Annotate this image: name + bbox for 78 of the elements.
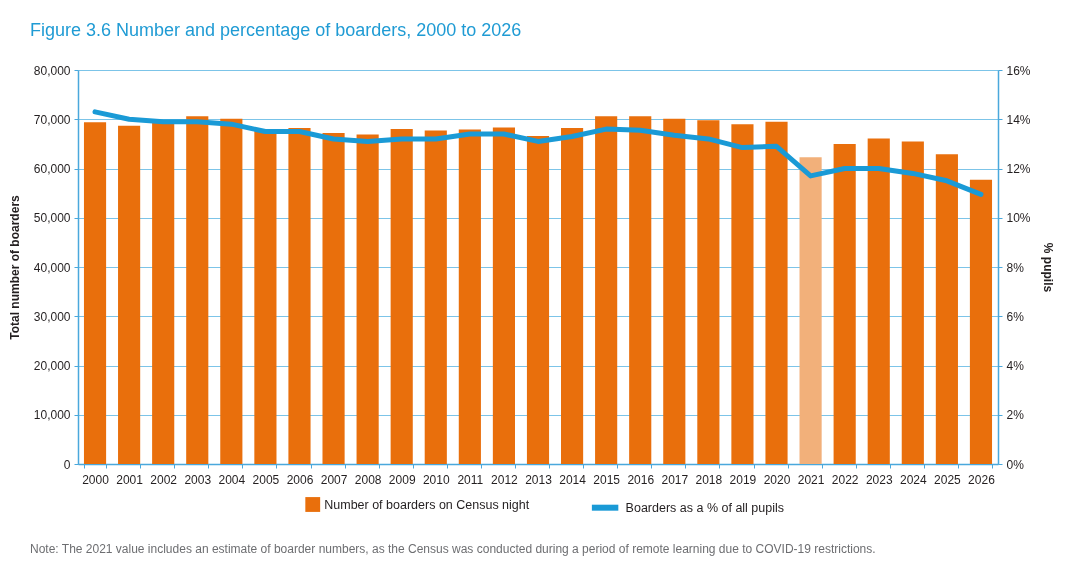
legend-label: Number of boarders on Census night bbox=[324, 497, 530, 512]
bar bbox=[697, 120, 720, 464]
x-tick-label: 2005 bbox=[252, 472, 280, 487]
x-tick-label: 2023 bbox=[865, 472, 893, 487]
x-tick-label: 2006 bbox=[286, 472, 314, 487]
x-tick-label: 2016 bbox=[627, 472, 655, 487]
y2-tick-label: 0% bbox=[1006, 457, 1025, 472]
x-tick-label: 2009 bbox=[388, 472, 416, 487]
bar bbox=[901, 141, 924, 464]
x-tick-label: 2018 bbox=[695, 472, 723, 487]
x-tick-label: 2004 bbox=[218, 472, 246, 487]
y-tick-label: 50,000 bbox=[33, 211, 71, 226]
bar bbox=[833, 143, 856, 464]
x-tick-label: 2001 bbox=[116, 472, 144, 487]
x-tick-label: 2021 bbox=[797, 472, 825, 487]
x-tick-label: 2002 bbox=[150, 472, 178, 487]
bar bbox=[969, 179, 993, 464]
bar bbox=[186, 116, 209, 464]
bar bbox=[765, 121, 788, 464]
y-tick-label: 70,000 bbox=[33, 112, 71, 127]
y2-tick-label: 10% bbox=[1006, 211, 1031, 226]
legend-label: Boarders as a % of all pupils bbox=[625, 500, 785, 515]
y-tick-label: 20,000 bbox=[33, 359, 71, 373]
x-tick-label: 2015 bbox=[593, 472, 621, 487]
chart-title: Figure 3.6 Number and percentage of boarders, 2000 to 2026 bbox=[30, 20, 522, 40]
bar bbox=[629, 116, 652, 464]
text: Note: The 2021 value includes an estimate of boarder numbers, as the Census was conducted during a period of remote learning due to COVID-19 restrictions. bbox=[30, 542, 876, 556]
bar bbox=[595, 116, 618, 464]
y-tick-label: 0 bbox=[63, 457, 71, 472]
bar bbox=[731, 124, 754, 464]
bar bbox=[867, 138, 890, 464]
x-tick-label: 2008 bbox=[354, 472, 382, 487]
x-tick-label: 2017 bbox=[661, 472, 689, 487]
y2-tick-label: 2% bbox=[1006, 408, 1025, 423]
y-tick-label: 80,000 bbox=[33, 63, 71, 78]
y2-tick-label: 4% bbox=[1006, 359, 1025, 373]
bar bbox=[254, 129, 277, 464]
y-axis-title: Total number of boarders bbox=[7, 194, 22, 340]
y2-tick-label: 16% bbox=[1006, 63, 1031, 78]
bar bbox=[799, 157, 822, 464]
bar bbox=[492, 127, 515, 464]
x-tick-label: 2003 bbox=[184, 472, 212, 487]
bar bbox=[118, 125, 141, 464]
y2-tick-label: 8% bbox=[1006, 260, 1025, 275]
y2-tick-label: 6% bbox=[1006, 309, 1025, 324]
bar bbox=[390, 129, 413, 464]
x-tick-label: 2010 bbox=[422, 472, 450, 487]
x-tick-label: 2019 bbox=[729, 472, 757, 487]
bar bbox=[322, 133, 345, 464]
x-tick-label: 2013 bbox=[525, 472, 553, 487]
bar bbox=[152, 121, 175, 464]
bar bbox=[83, 122, 107, 464]
bar bbox=[561, 128, 584, 464]
bar bbox=[663, 118, 686, 464]
bar bbox=[526, 136, 550, 464]
x-tick-label: 2014 bbox=[559, 472, 587, 487]
x-tick-label: 2000 bbox=[82, 472, 110, 487]
bar bbox=[288, 128, 311, 464]
x-tick-label: 2026 bbox=[968, 472, 996, 487]
x-tick-label: 2007 bbox=[320, 472, 348, 487]
y-tick-label: 30,000 bbox=[33, 309, 71, 324]
y-tick-label: 10,000 bbox=[33, 408, 71, 423]
bar bbox=[424, 130, 447, 464]
y-tick-label: 40,000 bbox=[33, 260, 71, 275]
x-tick-label: 2024 bbox=[899, 472, 927, 487]
y2-axis-title: % pupils bbox=[1040, 242, 1055, 293]
x-tick-label: 2022 bbox=[831, 472, 859, 487]
bar bbox=[356, 134, 379, 464]
y2-tick-label: 12% bbox=[1006, 162, 1031, 176]
y-tick-label: 60,000 bbox=[33, 162, 71, 176]
bar bbox=[220, 118, 243, 464]
x-tick-label: 2025 bbox=[934, 472, 962, 487]
bar bbox=[935, 154, 958, 464]
x-tick-label: 2020 bbox=[763, 472, 791, 487]
bar bbox=[458, 129, 481, 464]
x-tick-label: 2012 bbox=[491, 472, 519, 487]
y2-tick-label: 14% bbox=[1006, 112, 1031, 127]
x-tick-label: 2011 bbox=[457, 472, 484, 487]
